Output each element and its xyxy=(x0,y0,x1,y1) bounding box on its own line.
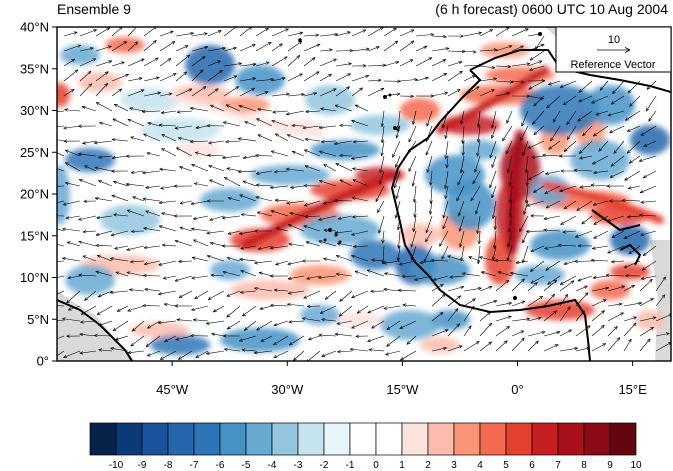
colorbar-label: 7 xyxy=(555,460,561,471)
colorbar-swatch xyxy=(141,422,169,456)
colorbar-swatch xyxy=(167,422,195,456)
colorbar-label: 8 xyxy=(581,460,587,471)
lon-axis: 45°W 30°W 15°W 0° 15°E xyxy=(156,361,647,397)
colorbar-label: -5 xyxy=(242,460,251,471)
lon-tick-label: 0° xyxy=(511,382,523,397)
colorbar-label: -8 xyxy=(164,460,173,471)
colorbar-label: -9 xyxy=(138,460,147,471)
lon-tick-label: 30°W xyxy=(271,382,304,397)
lat-tick-label: 30°N xyxy=(20,103,49,118)
colorbar-swatch xyxy=(583,422,611,456)
colorbar-swatch xyxy=(297,422,325,456)
colorbar-swatch xyxy=(115,422,143,456)
lat-tick-label: 15°N xyxy=(20,228,49,243)
colorbar-swatch xyxy=(453,422,481,456)
colorbar-swatch xyxy=(401,422,429,456)
colorbar-label: 10 xyxy=(630,460,642,471)
lat-axis: 40°N 35°N 30°N 25°N 20°N 15°N 10°N 5°N 0° xyxy=(20,20,57,369)
reference-vector-box: 10 Reference Vector xyxy=(555,26,672,73)
colorbar-label: -4 xyxy=(268,460,277,471)
wind-vectors xyxy=(57,27,671,361)
colorbar-swatch xyxy=(89,422,117,456)
colorbar-swatch xyxy=(505,422,533,456)
colorbar-label: 3 xyxy=(451,460,457,471)
colorbar-swatch xyxy=(557,422,585,456)
colorbar-label: 5 xyxy=(503,460,509,471)
map-title-left: Ensemble 9 xyxy=(57,1,131,17)
colorbar-label: -3 xyxy=(294,460,303,471)
lat-tick-label: 5°N xyxy=(27,312,49,327)
reference-vector-label: Reference Vector xyxy=(571,59,656,71)
colorbar-swatch xyxy=(427,422,455,456)
colorbar-swatch xyxy=(349,422,377,456)
lon-tick-label: 15°E xyxy=(618,382,647,397)
colorbar-label: -6 xyxy=(216,460,225,471)
colorbar-label: 9 xyxy=(607,460,613,471)
map-title-right: (6 h forecast) 0600 UTC 10 Aug 2004 xyxy=(435,1,668,17)
colorbar-swatch xyxy=(479,422,507,456)
lat-tick-label: 35°N xyxy=(20,61,49,76)
lat-tick-label: 10°N xyxy=(20,270,49,285)
colorbar: -10 -9 -8 -7 -6 -5 -4 -3 -2 -1 0 1 2 3 4 5 6 7 8 9 10 xyxy=(89,422,642,471)
colorbar-label: -1 xyxy=(346,460,355,471)
colorbar-label: -10 xyxy=(109,460,124,471)
reference-vector-magnitude: 10 xyxy=(608,34,620,46)
colorbar-swatch xyxy=(219,422,247,456)
lon-tick-label: 15°W xyxy=(386,382,419,397)
colorbar-label: 0 xyxy=(373,460,379,471)
shaded-field xyxy=(57,37,670,355)
colorbar-swatch xyxy=(193,422,221,456)
colorbar-swatch xyxy=(323,422,351,456)
colorbar-label: 2 xyxy=(425,460,431,471)
lon-tick-label: 45°W xyxy=(156,382,189,397)
colorbar-swatch xyxy=(271,422,299,456)
colorbar-swatch xyxy=(609,422,637,456)
colorbar-swatch xyxy=(531,422,559,456)
colorbar-label: -7 xyxy=(190,460,199,471)
colorbar-label: 6 xyxy=(529,460,535,471)
lat-tick-label: 40°N xyxy=(20,20,49,35)
colorbar-swatch xyxy=(375,422,403,456)
colorbar-label: 1 xyxy=(399,460,405,471)
lat-tick-label: 20°N xyxy=(20,187,49,202)
colorbar-label: -2 xyxy=(320,460,329,471)
colorbar-swatch xyxy=(245,422,273,456)
lat-tick-label: 0° xyxy=(37,354,49,369)
lat-tick-label: 25°N xyxy=(20,145,49,160)
colorbar-label: 4 xyxy=(477,460,483,471)
